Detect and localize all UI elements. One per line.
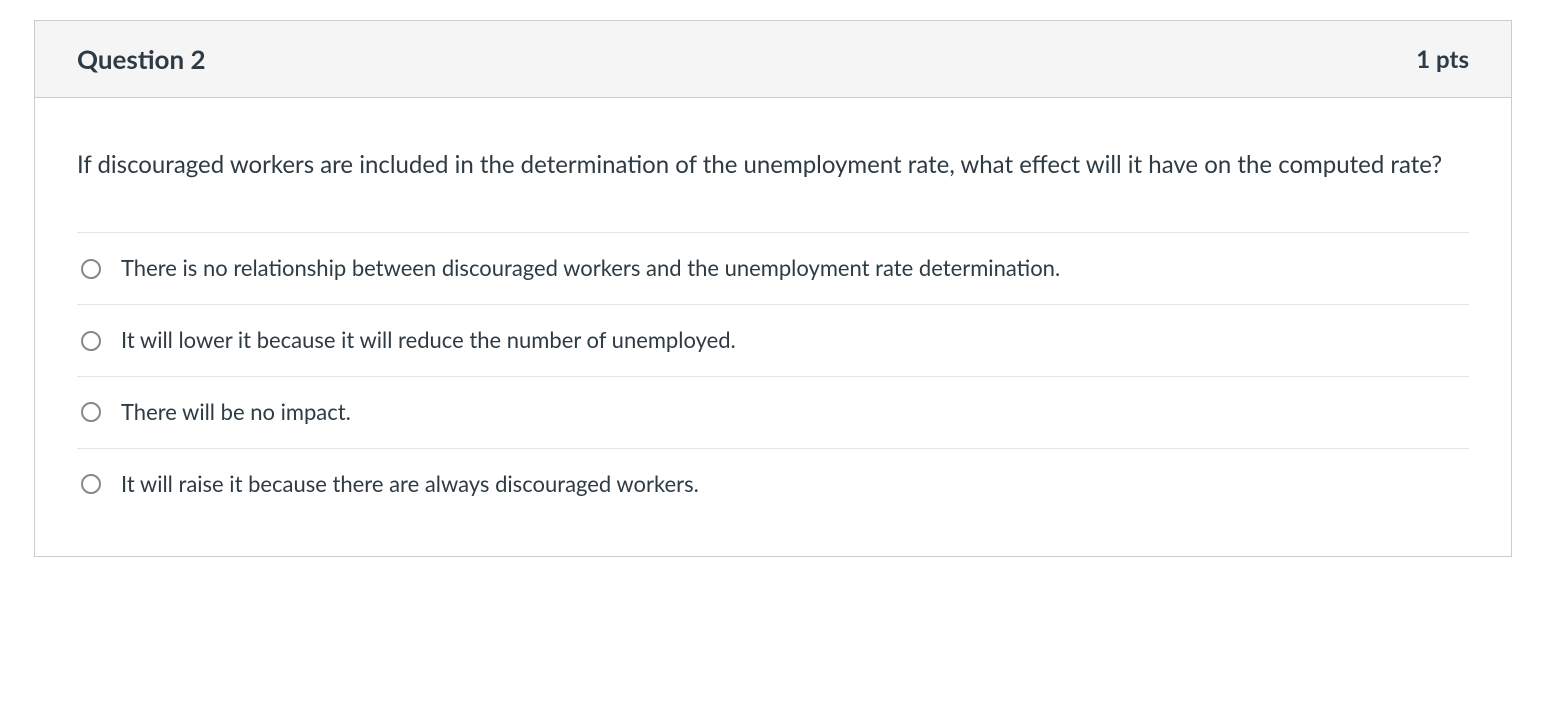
- answer-text: There is no relationship between discour…: [121, 253, 1060, 284]
- question-body: If discouraged workers are included in t…: [35, 98, 1511, 556]
- answer-option-0[interactable]: There is no relationship between discour…: [77, 232, 1469, 304]
- question-card: Question 2 1 pts If discouraged workers …: [34, 20, 1512, 557]
- answer-text: It will raise it because there are alway…: [121, 469, 699, 500]
- question-points: 1 pts: [1416, 45, 1469, 74]
- radio-icon[interactable]: [81, 331, 101, 351]
- answer-option-1[interactable]: It will lower it because it will reduce …: [77, 304, 1469, 376]
- answer-list: There is no relationship between discour…: [77, 232, 1469, 519]
- question-header: Question 2 1 pts: [35, 21, 1511, 98]
- radio-icon[interactable]: [81, 474, 101, 494]
- radio-icon[interactable]: [81, 259, 101, 279]
- question-title: Question 2: [77, 43, 206, 75]
- question-prompt: If discouraged workers are included in t…: [77, 146, 1469, 184]
- radio-icon[interactable]: [81, 402, 101, 422]
- answer-option-3[interactable]: It will raise it because there are alway…: [77, 448, 1469, 520]
- answer-text: It will lower it because it will reduce …: [121, 325, 736, 356]
- answer-option-2[interactable]: There will be no impact.: [77, 376, 1469, 448]
- answer-text: There will be no impact.: [121, 397, 351, 428]
